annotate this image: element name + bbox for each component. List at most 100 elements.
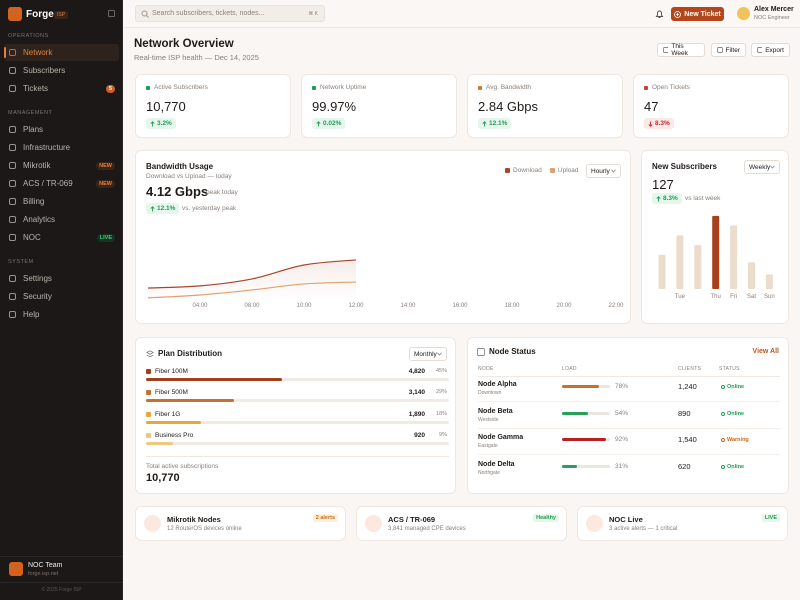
bar bbox=[658, 254, 666, 289]
arrow bbox=[656, 195, 661, 201]
kpi-label: Open Tickets bbox=[652, 84, 690, 91]
interval-dropdown[interactable]: Hourly bbox=[586, 164, 621, 178]
notifications[interactable] bbox=[655, 9, 664, 19]
nav-icon bbox=[9, 293, 16, 300]
page-title: Network Overview bbox=[134, 38, 234, 50]
total-label: Total active subscriptions bbox=[146, 463, 219, 470]
plan-share: 45% bbox=[435, 368, 447, 374]
plan-track bbox=[146, 441, 449, 445]
nav-item[interactable]: Security bbox=[4, 288, 119, 305]
interval-dropdown[interactable]: Weekly bbox=[744, 160, 780, 174]
trend-icon bbox=[656, 195, 661, 201]
node-name: Node Beta bbox=[478, 407, 513, 415]
legend-swatch bbox=[505, 168, 510, 173]
plan-count: 1,890 bbox=[408, 410, 425, 418]
nav-label: Security bbox=[23, 292, 52, 301]
nav-badge: NEW bbox=[96, 161, 115, 170]
nav-label: Network bbox=[23, 48, 53, 57]
new-ticket-label: New Ticket bbox=[684, 10, 721, 18]
node-status: Online bbox=[721, 411, 744, 417]
nav-icon bbox=[9, 216, 16, 223]
plan-track bbox=[146, 420, 449, 424]
kpi-card: Open Tickets 47 8.3% bbox=[633, 74, 789, 138]
header-button[interactable]: Export bbox=[751, 43, 790, 57]
copyright: © 2025 Forge ISP bbox=[41, 587, 82, 593]
x-tick-label: 08:00 bbox=[244, 303, 260, 309]
search-box[interactable]: Search subscribers, tickets, nodes... ⌘ … bbox=[135, 5, 325, 22]
delta-value: 12.1% bbox=[157, 205, 176, 212]
kpi-card: Active Subscribers 10,770 3.2% bbox=[135, 74, 291, 138]
node-status: Online bbox=[721, 384, 744, 390]
nav-icon bbox=[9, 49, 16, 56]
node-location: Northgate bbox=[478, 469, 500, 476]
user-role: NOC Engineer bbox=[754, 15, 790, 21]
nav-item[interactable]: Plans bbox=[4, 121, 119, 138]
nav-item[interactable]: Infrastructure bbox=[4, 139, 119, 156]
kpi-dot bbox=[478, 86, 482, 90]
interval-dropdown[interactable]: Monthly bbox=[409, 347, 447, 361]
line bbox=[147, 259, 357, 289]
nav-label: Mikrotik bbox=[23, 161, 51, 170]
subscribers-card: New Subscribers Weekly 127 8.3% vs last week… bbox=[641, 150, 789, 324]
delta-value: 0.02% bbox=[323, 120, 342, 127]
plan-name: Fiber 500M bbox=[155, 389, 188, 397]
nav-item[interactable]: NOC LIVE bbox=[4, 229, 119, 246]
service-badge: 2 alerts bbox=[312, 514, 338, 522]
nav-label: Tickets bbox=[23, 84, 49, 93]
nav-badge: 5 bbox=[105, 84, 115, 93]
node-status: Warning bbox=[721, 437, 749, 443]
active-indicator bbox=[4, 47, 6, 58]
card-subtitle: Download vs Upload — today bbox=[146, 173, 232, 180]
nav-item[interactable]: ACS / TR-069 NEW bbox=[4, 175, 119, 192]
service-subtitle: 12 RouterOS devices online bbox=[167, 526, 242, 532]
nav-item[interactable]: Subscribers bbox=[4, 62, 119, 79]
legend: Download Upload bbox=[505, 167, 579, 174]
nav-item[interactable]: Network bbox=[4, 44, 119, 61]
x-tick-label: Sun bbox=[764, 294, 775, 300]
nav-label: ACS / TR-069 bbox=[23, 179, 73, 188]
node-clients: 620 bbox=[678, 461, 691, 471]
kpi-dot bbox=[644, 86, 648, 90]
nav-icon bbox=[9, 234, 16, 241]
nav-label: Help bbox=[23, 310, 40, 319]
service-card: Mikrotik Nodes 12 RouterOS devices online… bbox=[135, 506, 346, 541]
user-avatar[interactable] bbox=[737, 7, 750, 20]
status-dot bbox=[721, 411, 725, 416]
button-icon bbox=[757, 47, 763, 53]
nav-item[interactable]: Help bbox=[4, 306, 119, 323]
chevron bbox=[437, 352, 442, 356]
load-track bbox=[562, 411, 610, 415]
nav-item[interactable]: Tickets 5 bbox=[4, 80, 119, 97]
search-shortcut: ⌘ K bbox=[308, 11, 318, 17]
divider bbox=[0, 556, 123, 557]
service-title: Mikrotik Nodes bbox=[167, 515, 221, 524]
icon-shape bbox=[757, 47, 763, 53]
header-button[interactable]: This Week bbox=[657, 43, 705, 57]
plan-bar bbox=[146, 420, 201, 424]
nav-icon bbox=[9, 67, 16, 74]
node-location: Westside bbox=[478, 416, 499, 423]
view-all[interactable]: View All bbox=[752, 348, 779, 355]
new-ticket-button[interactable]: New Ticket bbox=[671, 7, 724, 21]
delta-label: vs last week bbox=[685, 195, 721, 202]
nav-item[interactable]: Billing bbox=[4, 193, 119, 210]
card-title: Bandwidth Usage bbox=[146, 162, 214, 171]
status-label: Online bbox=[727, 463, 745, 470]
collapse-button[interactable] bbox=[108, 10, 115, 17]
header-button[interactable]: Filter bbox=[711, 43, 746, 57]
card-icon bbox=[146, 350, 154, 358]
nav-item[interactable]: Mikrotik NEW bbox=[4, 157, 119, 174]
section-label: MANAGEMENT bbox=[8, 110, 53, 116]
nav-item[interactable]: Analytics bbox=[4, 211, 119, 228]
interval-label: Hourly bbox=[591, 167, 610, 175]
subscribers-total: 127 bbox=[652, 177, 674, 192]
search-icon bbox=[141, 10, 149, 18]
card-icon bbox=[477, 348, 485, 356]
kpi-value: 10,770 bbox=[146, 99, 186, 114]
plan-bar bbox=[146, 441, 174, 445]
nav-item[interactable]: Settings bbox=[4, 270, 119, 287]
x-tick-label: 16:00 bbox=[452, 303, 468, 309]
button-icon bbox=[717, 47, 723, 53]
kpi-value: 47 bbox=[644, 99, 659, 114]
node-name: Node Alpha bbox=[478, 381, 517, 388]
